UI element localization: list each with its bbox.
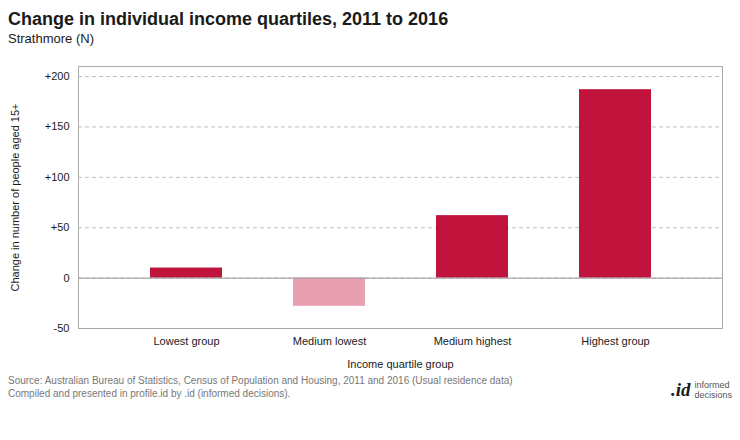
svg-text:Income quartile group: Income quartile group: [347, 358, 453, 370]
html-text:.id: .id: [670, 379, 691, 400]
svg-text:0: 0: [63, 272, 69, 284]
svg-text:Lowest group: Lowest group: [153, 335, 219, 347]
svg-text:Medium lowest: Medium lowest: [293, 335, 366, 347]
svg-text:+200: +200: [45, 70, 70, 82]
svg-text:Medium highest: Medium highest: [434, 335, 512, 347]
html-text:Source: Australian Bureau of S: Source: Australian Bureau of Statistics,…: [8, 375, 513, 399]
svg-text:-50: -50: [54, 322, 70, 334]
svg-text:Highest group: Highest group: [581, 335, 650, 347]
html-text:Strathmore (N): Strathmore (N): [8, 31, 94, 46]
svg-text:Change in number of people age: Change in number of people aged 15+: [9, 103, 21, 291]
html-text:informed decisions: informed decisions: [694, 380, 732, 400]
svg-text:+150: +150: [45, 120, 70, 132]
svg-text:+100: +100: [45, 171, 70, 183]
svg-text:+50: +50: [51, 221, 70, 233]
html-text:Change in individual income qu: Change in individual income quartiles, 2…: [8, 9, 449, 29]
